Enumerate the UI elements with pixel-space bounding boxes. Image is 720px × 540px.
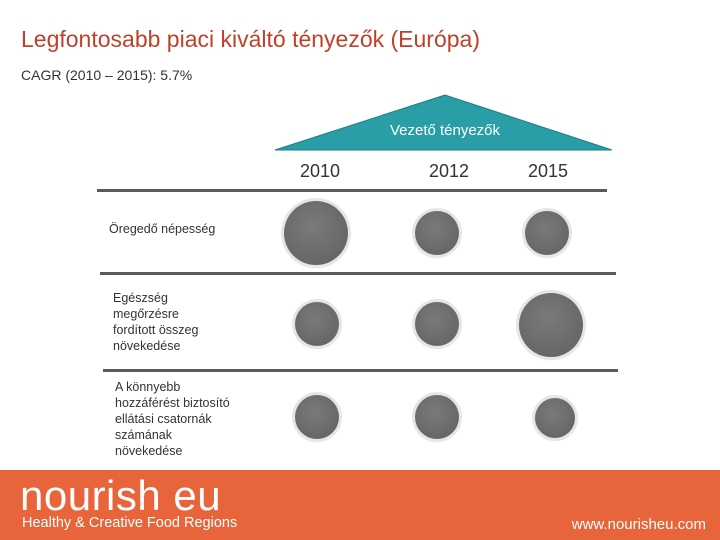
- cagr-subtitle: CAGR (2010 – 2015): 5.7%: [21, 67, 193, 83]
- bubble-health-2012: [415, 302, 459, 346]
- website-link[interactable]: www.nourisheu.com: [571, 516, 706, 533]
- row-divider: [97, 189, 607, 192]
- bubble-aging-2010: [284, 201, 348, 265]
- bubble-health-2015: [519, 293, 583, 357]
- row-label-health-spending: Egészség megőrzésre fordított összeg növ…: [113, 291, 199, 353]
- page-title: Legfontosabb piaci kiváltó tényezők (Eur…: [21, 26, 481, 52]
- year-header-2015: 2015: [527, 161, 569, 181]
- brand-tagline: Healthy & Creative Food Regions: [22, 515, 238, 531]
- year-header-2010: 2010: [299, 161, 341, 181]
- drivers-header-label: Vezető tényezők: [389, 122, 501, 139]
- row-label-distribution-channels: A könnyebb hozzáférést biztosító ellátás…: [115, 380, 230, 458]
- bubble-aging-2015: [525, 211, 569, 255]
- drivers-header-triangle: [274, 94, 613, 151]
- bubble-channels-2010: [295, 395, 339, 439]
- row-divider: [103, 369, 618, 372]
- year-header-2012: 2012: [428, 161, 470, 181]
- bubble-channels-2012: [415, 395, 459, 439]
- brand-logo: nourish eu: [20, 472, 222, 519]
- bubble-channels-2015: [535, 398, 575, 438]
- row-label-aging-population: Öregedő népesség: [109, 222, 216, 236]
- footer-banner: [0, 470, 720, 540]
- bubble-health-2010: [295, 302, 339, 346]
- bubble-aging-2012: [415, 211, 459, 255]
- row-divider: [100, 272, 616, 275]
